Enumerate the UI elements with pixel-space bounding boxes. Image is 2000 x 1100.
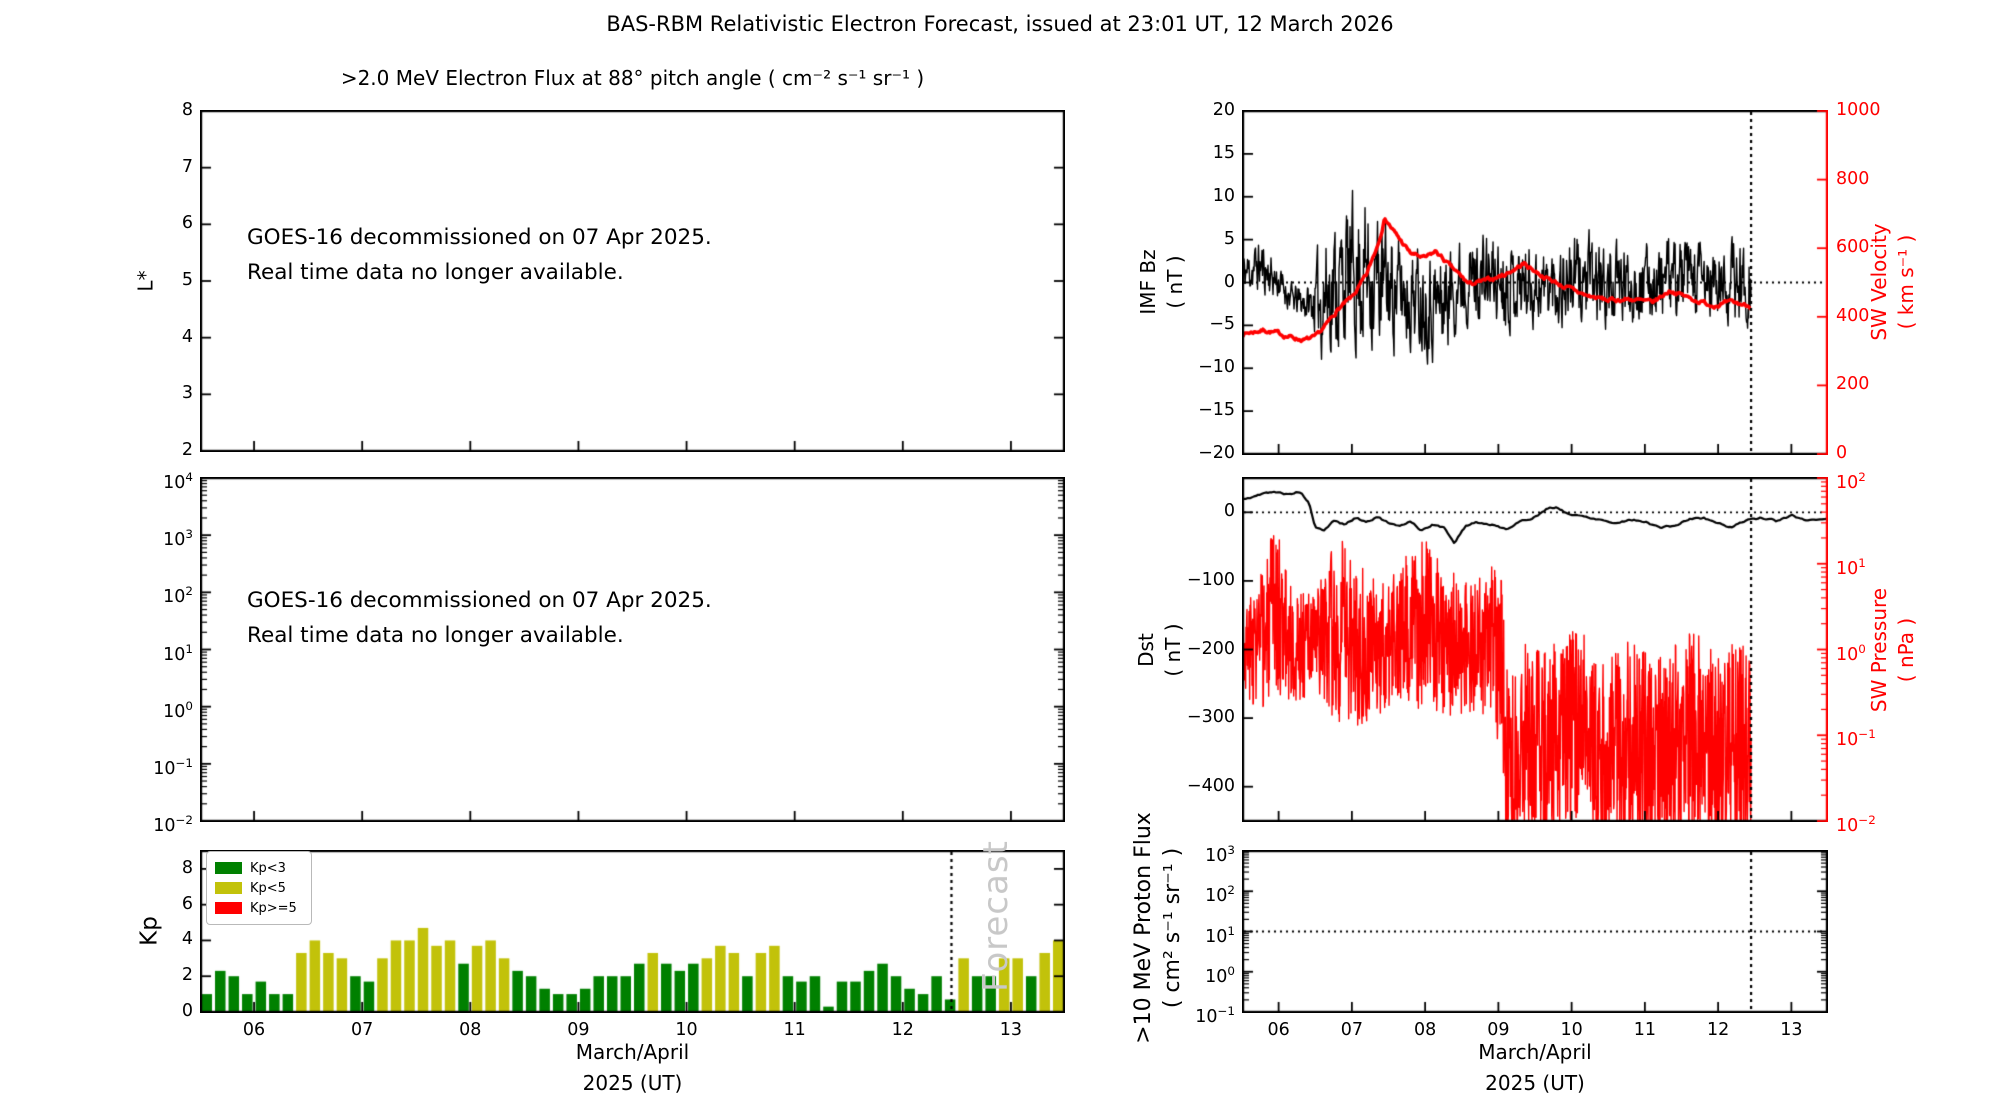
y-tick-label: 10−1 bbox=[153, 755, 193, 779]
x-tick-label: 06 bbox=[1267, 1020, 1290, 1040]
x-tick-label: 10 bbox=[1560, 1020, 1583, 1040]
y-tick-label: 2 bbox=[181, 965, 193, 986]
y-tick-label: 15 bbox=[1212, 142, 1235, 163]
y-tick-label: 101 bbox=[1205, 923, 1235, 947]
kp-legend: Kp<3 Kp<5 Kp>=5 bbox=[206, 851, 312, 925]
forecast-watermark: Forecast bbox=[976, 840, 1016, 992]
notice-line2: Real time data no longer available. bbox=[247, 623, 624, 648]
x-tick-label: 13 bbox=[999, 1020, 1023, 1040]
y-tick-label: 7 bbox=[181, 156, 193, 177]
dst-sw-pressure-canvas bbox=[1242, 477, 1828, 822]
y-tick-label: 101 bbox=[163, 641, 193, 665]
figure-title: BAS-RBM Relativistic Electron Forecast, … bbox=[606, 12, 1394, 36]
legend-item-kp-lt3: Kp<3 bbox=[215, 858, 303, 878]
x-tick-label: 12 bbox=[891, 1020, 914, 1040]
y-tick-label: 600 bbox=[1836, 237, 1870, 258]
y-tick-label: 1000 bbox=[1836, 100, 1881, 120]
x-tick-label: 08 bbox=[459, 1020, 482, 1040]
y-tick-label: 5 bbox=[181, 270, 193, 290]
y-tick-label: 10−2 bbox=[1836, 813, 1876, 836]
y-tick-label: −100 bbox=[1186, 569, 1235, 590]
electron-flux-lstar-canvas bbox=[200, 110, 1065, 452]
y-tick-label: 8 bbox=[181, 100, 193, 120]
goes16-notice-top: GOES-16 decommissioned on 07 Apr 2025. R… bbox=[247, 220, 712, 290]
y-tick-label: 200 bbox=[1836, 374, 1870, 395]
y-tick-label: 4 bbox=[181, 326, 193, 347]
electron-flux-panel-title: >2.0 MeV Electron Flux at 88° pitch angl… bbox=[340, 66, 925, 90]
y-tick-label: 800 bbox=[1836, 168, 1870, 189]
y-tick-label: −15 bbox=[1198, 400, 1235, 421]
x-tick-label: 11 bbox=[1633, 1020, 1657, 1040]
y-tick-label: −300 bbox=[1186, 707, 1235, 728]
legend-item-kp-ge5: Kp>=5 bbox=[215, 898, 303, 918]
y-tick-label: 3 bbox=[181, 383, 193, 404]
y-tick-label: 102 bbox=[1205, 883, 1235, 907]
y-tick-label: −20 bbox=[1198, 443, 1235, 463]
kp-ge5-swatch bbox=[215, 902, 242, 914]
kp-lt3-swatch bbox=[215, 862, 242, 874]
y-tick-label: 103 bbox=[1205, 843, 1235, 866]
y-tick-label: 102 bbox=[163, 584, 193, 608]
x-tick-label: 09 bbox=[1487, 1020, 1510, 1040]
x-tick-label: 09 bbox=[567, 1020, 590, 1040]
notice-line1: GOES-16 decommissioned on 07 Apr 2025. bbox=[247, 588, 712, 613]
y-tick-label: 20 bbox=[1212, 100, 1235, 120]
x-tick-label: 08 bbox=[1413, 1020, 1437, 1040]
y-tick-label: 0 bbox=[181, 1001, 193, 1021]
y-tick-label: 104 bbox=[163, 470, 193, 493]
kp-lt5-swatch bbox=[215, 882, 242, 894]
y-tick-label: 5 bbox=[1223, 228, 1235, 249]
kp-bar-canvas bbox=[200, 850, 1065, 1013]
x-tick-label: 13 bbox=[1780, 1020, 1803, 1040]
y-tick-label: 103 bbox=[163, 527, 193, 550]
y-tick-label: 100 bbox=[163, 698, 193, 722]
legend-item-kp-lt5: Kp<5 bbox=[215, 878, 303, 898]
y-tick-label: −10 bbox=[1198, 357, 1235, 378]
x-tick-label: 06 bbox=[242, 1020, 266, 1040]
y-tick-label: 10−2 bbox=[153, 813, 193, 836]
y-tick-label: 10 bbox=[1212, 185, 1235, 206]
x-axis-label-right: March/April 2025 (UT) bbox=[1478, 1040, 1592, 1095]
goes16-notice-middle: GOES-16 decommissioned on 07 Apr 2025. R… bbox=[247, 583, 712, 653]
y-tick-label: −400 bbox=[1186, 775, 1235, 796]
y-tick-label: −200 bbox=[1186, 638, 1235, 659]
x-tick-label: 12 bbox=[1706, 1020, 1730, 1040]
x-tick-label: 11 bbox=[783, 1020, 806, 1040]
y-tick-label: 102 bbox=[1836, 470, 1866, 493]
x-tick-label: 07 bbox=[1340, 1020, 1364, 1040]
y-tick-label: 0 bbox=[1223, 271, 1235, 292]
y-tick-label: 400 bbox=[1836, 305, 1870, 326]
x-tick-label: 10 bbox=[675, 1020, 698, 1040]
y-tick-label: 6 bbox=[181, 213, 193, 234]
y-tick-label: 0 bbox=[1836, 443, 1848, 463]
y-tick-label: 100 bbox=[1836, 641, 1866, 665]
y-tick-label: 101 bbox=[1836, 555, 1866, 579]
y-tick-label: 4 bbox=[181, 929, 193, 950]
y-tick-label: 8 bbox=[181, 857, 193, 878]
y-tick-label: 100 bbox=[1205, 963, 1235, 987]
notice-line1: GOES-16 decommissioned on 07 Apr 2025. bbox=[247, 225, 712, 250]
imf-bz-sw-velocity-canvas bbox=[1242, 110, 1828, 455]
proton-flux-canvas bbox=[1242, 850, 1828, 1013]
notice-line2: Real time data no longer available. bbox=[247, 260, 624, 285]
y-tick-label: 2 bbox=[181, 440, 193, 460]
x-tick-label: 07 bbox=[351, 1020, 374, 1040]
electron-flux-log-canvas bbox=[200, 477, 1065, 822]
y-tick-label: 10−1 bbox=[1195, 1004, 1235, 1027]
y-tick-label: −5 bbox=[1209, 314, 1235, 335]
y-tick-label: 10−1 bbox=[1836, 727, 1876, 751]
y-tick-label: 0 bbox=[1223, 501, 1235, 522]
x-axis-label-left: March/April 2025 (UT) bbox=[575, 1040, 690, 1095]
y-tick-label: 6 bbox=[181, 893, 193, 914]
